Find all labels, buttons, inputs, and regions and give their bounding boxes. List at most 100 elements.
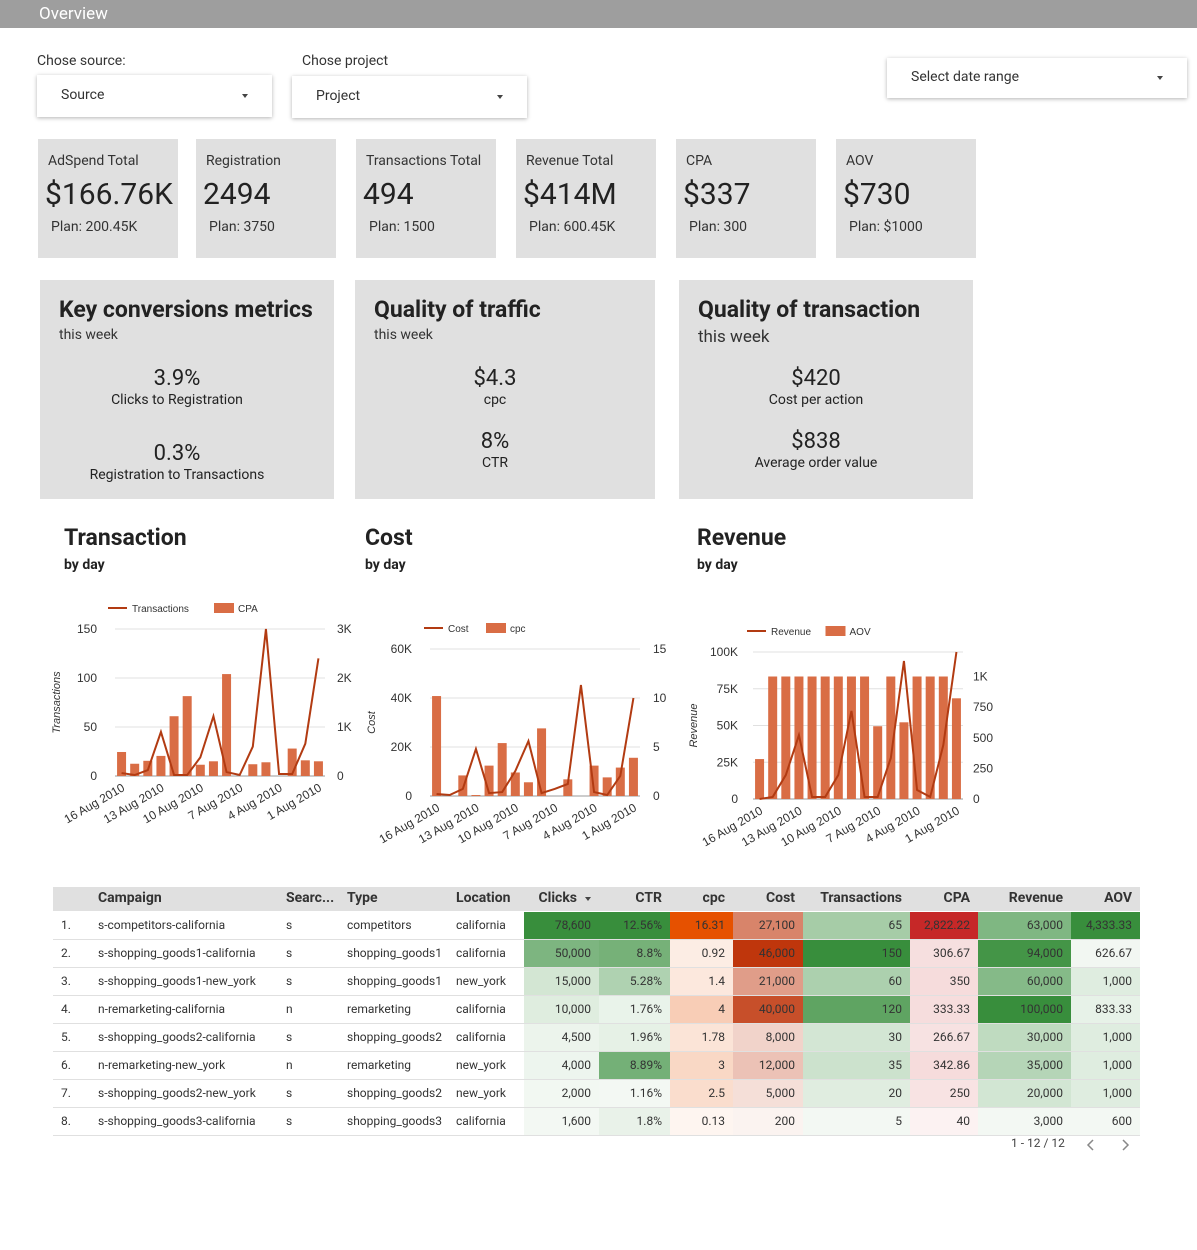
- table-cell: s-shopping_goods3-california: [90, 1108, 278, 1135]
- kpi-plan: Plan: 600.45K: [529, 219, 616, 235]
- table-cell: 150: [803, 940, 910, 967]
- column-header[interactable]: Clicks: [538, 890, 577, 906]
- y-tick-label: 0: [405, 789, 412, 803]
- sort-icon[interactable]: [585, 897, 591, 901]
- legend-label: Transactions: [132, 604, 189, 615]
- y-tick-label: 25K: [717, 755, 738, 769]
- cell-text: s: [286, 1114, 293, 1128]
- cell-text: 2.: [61, 946, 71, 960]
- y-tick-label: 100K: [710, 645, 738, 659]
- dropdown[interactable]: Select date range: [887, 58, 1187, 98]
- cell-text: 1.76%: [629, 1002, 662, 1016]
- row-divider: [53, 995, 1140, 996]
- cell-text: 3.: [61, 974, 71, 988]
- table-cell: 8,000: [733, 1024, 803, 1051]
- column-header[interactable]: Revenue: [1008, 890, 1063, 906]
- filter-label: Chose source:: [37, 53, 126, 69]
- cell-text: california: [456, 1002, 506, 1016]
- bar: [208, 761, 218, 776]
- y-tick-label: 50K: [717, 719, 738, 733]
- table-cell: 5,000: [733, 1080, 803, 1107]
- kpi-label: Transactions Total: [366, 153, 482, 169]
- bar: [794, 676, 804, 799]
- kpi-plan: Plan: 300: [689, 219, 748, 235]
- table-cell: 1,000: [1071, 1080, 1140, 1107]
- table-cell: shopping_goods1: [339, 940, 448, 967]
- kpi-card: AOV $730 Plan: $1000: [836, 139, 976, 258]
- table-cell: 2,000: [524, 1080, 599, 1107]
- table-cell: n-remarketing-california: [90, 996, 278, 1023]
- cell-text: 40: [956, 1114, 971, 1128]
- legend-label: AOV: [850, 627, 871, 638]
- table-cell: 12.56%: [599, 912, 670, 939]
- row-divider: [53, 1051, 1140, 1052]
- y2-tick-label: 10: [653, 691, 667, 705]
- x-tick-label: 13 Aug 2010: [416, 800, 482, 846]
- cell-text: 5.28%: [629, 974, 662, 988]
- cell-text: s-shopping_goods2-new_york: [98, 1086, 256, 1100]
- dropdown[interactable]: Project: [292, 76, 527, 118]
- cell-text: s-shopping_goods3-california: [98, 1114, 256, 1128]
- column-header[interactable]: Type: [347, 890, 378, 906]
- cell-text: 12,000: [758, 1058, 795, 1072]
- y-tick-label: 20K: [391, 740, 412, 754]
- kpi-plan: Plan: 3750: [209, 219, 275, 235]
- column-header[interactable]: Campaign: [98, 890, 162, 906]
- cell-text: 10,000: [554, 1002, 591, 1016]
- table-cell: 4,500: [524, 1024, 599, 1051]
- y-tick-label: 75K: [717, 682, 738, 696]
- table-cell: 65: [803, 912, 910, 939]
- table-cell: 0.13: [670, 1108, 733, 1135]
- cell-text: 20: [888, 1086, 903, 1100]
- column-header[interactable]: Searc...: [286, 890, 335, 906]
- cell-text: 1.78: [701, 1030, 725, 1044]
- cell-text: s-competitors-california: [98, 918, 226, 932]
- bar: [628, 757, 638, 796]
- panel-subtitle: this week: [59, 327, 118, 343]
- column-header[interactable]: CPA: [943, 890, 970, 906]
- table-cell: s-shopping_goods1-new_york: [90, 968, 278, 995]
- cell-text: competitors: [347, 918, 412, 932]
- kpi-label: CPA: [686, 153, 713, 169]
- table-cell: 40: [910, 1108, 978, 1135]
- cell-text: 1.4: [708, 974, 725, 988]
- cell-text: n: [286, 1058, 293, 1072]
- cell-text: 342.86: [933, 1058, 970, 1072]
- table-cell: 2.: [53, 940, 90, 967]
- dropdown-caret: [497, 95, 503, 99]
- table-cell: 5: [803, 1108, 910, 1135]
- dropdown[interactable]: Source: [37, 75, 272, 117]
- cell-text: 30,000: [1026, 1030, 1063, 1044]
- metric-label: cpc: [483, 392, 507, 408]
- column-header[interactable]: Transactions: [820, 890, 902, 906]
- column-header[interactable]: CTR: [635, 890, 662, 906]
- bar: [484, 765, 494, 796]
- metric-value: $838: [791, 429, 841, 454]
- column-header[interactable]: AOV: [1104, 890, 1132, 906]
- bar: [615, 767, 625, 796]
- table-cell: 2.5: [670, 1080, 733, 1107]
- metric-value: 0.3%: [153, 441, 201, 466]
- column-header[interactable]: cpc: [702, 890, 725, 906]
- cell-text: remarketing: [347, 1058, 411, 1072]
- y-tick-label: 0: [90, 769, 97, 783]
- cell-text: s-shopping_goods2-california: [98, 1030, 256, 1044]
- table-cell: 600: [1071, 1108, 1140, 1135]
- cell-text: shopping_goods1: [347, 974, 442, 988]
- bar: [938, 676, 948, 799]
- kpi-label: AdSpend Total: [48, 153, 139, 169]
- x-tick-label: 4 Aug 2010: [540, 800, 600, 843]
- bar: [313, 761, 323, 776]
- table-cell: 16.31: [670, 912, 733, 939]
- cell-text: 8.8%: [636, 946, 662, 960]
- cell-text: 350: [949, 974, 970, 988]
- table-cell: shopping_goods1: [339, 968, 448, 995]
- y2-tick-label: 0: [337, 769, 344, 783]
- column-header[interactable]: Location: [456, 890, 511, 906]
- dropdown-caret: [242, 94, 248, 98]
- column-header[interactable]: Cost: [766, 890, 795, 906]
- metric-panel: Quality of transaction this week $420 Cost …: [679, 280, 973, 499]
- y-tick-label: 40K: [391, 691, 412, 705]
- bar: [471, 795, 481, 796]
- table-cell: 100,000: [978, 996, 1071, 1023]
